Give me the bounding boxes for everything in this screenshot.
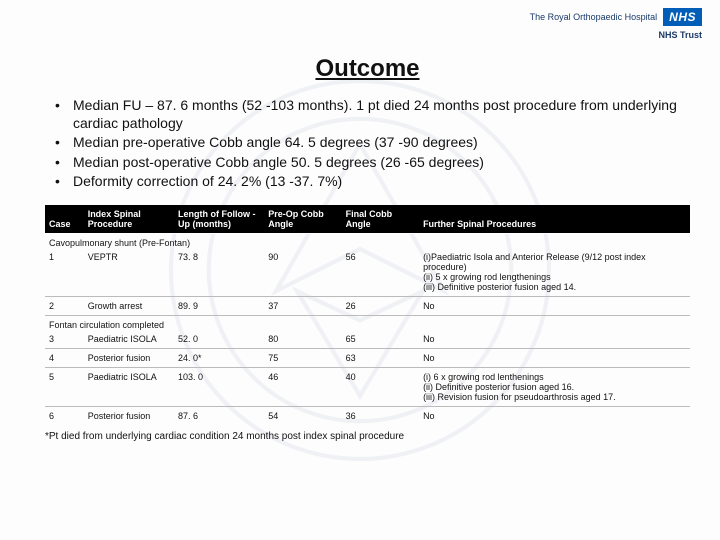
table-row: 5 Paediatric ISOLA 103. 0 46 40 (i) 6 x … <box>45 367 690 406</box>
table-row: 2 Growth arrest 89. 9 37 26 No <box>45 296 690 315</box>
cell-fu: 87. 6 <box>174 406 264 425</box>
cell-pre: 46 <box>264 367 341 406</box>
slide-content: Outcome Median FU – 87. 6 months (52 -10… <box>45 55 690 442</box>
bullet-list: Median FU – 87. 6 months (52 -103 months… <box>55 97 690 191</box>
cell-case: 2 <box>45 296 84 315</box>
cell-case: 3 <box>45 334 84 349</box>
bullet-item: Deformity correction of 24. 2% (13 -37. … <box>55 173 690 191</box>
cell-pre: 90 <box>264 252 341 297</box>
cell-fu: 73. 8 <box>174 252 264 297</box>
section-row: Cavopulmonary shunt (Pre-Fontan) <box>45 233 690 252</box>
nhs-logo: NHS <box>663 8 702 26</box>
cell-final: 56 <box>342 252 419 297</box>
col-header: Further Spinal Procedures <box>419 205 690 234</box>
cell-case: 6 <box>45 406 84 425</box>
cell-fu: 103. 0 <box>174 367 264 406</box>
col-header: Final Cobb Angle <box>342 205 419 234</box>
section-row: Fontan circulation completed <box>45 315 690 334</box>
col-header: Case <box>45 205 84 234</box>
cell-proc: Growth arrest <box>84 296 174 315</box>
cell-final: 36 <box>342 406 419 425</box>
cell-fu: 52. 0 <box>174 334 264 349</box>
cell-pre: 37 <box>264 296 341 315</box>
cell-pre: 54 <box>264 406 341 425</box>
cell-fu: 89. 9 <box>174 296 264 315</box>
cell-case: 4 <box>45 348 84 367</box>
cell-case: 1 <box>45 252 84 297</box>
cell-further: (i) 6 x growing rod lenthenings (ii) Def… <box>419 367 690 406</box>
cell-further: No <box>419 296 690 315</box>
table-row: 4 Posterior fusion 24. 0* 75 63 No <box>45 348 690 367</box>
cell-final: 63 <box>342 348 419 367</box>
table-header-row: Case Index Spinal Procedure Length of Fo… <box>45 205 690 234</box>
cell-further: No <box>419 334 690 349</box>
cell-final: 40 <box>342 367 419 406</box>
bullet-item: Median pre-operative Cobb angle 64. 5 de… <box>55 134 690 152</box>
nhs-trust-label: NHS Trust <box>658 30 702 40</box>
hospital-header: The Royal Orthopaedic Hospital NHS NHS T… <box>530 8 702 26</box>
section-label: Cavopulmonary shunt (Pre-Fontan) <box>45 233 690 252</box>
cell-proc: Posterior fusion <box>84 406 174 425</box>
col-header: Length of Follow -Up (months) <box>174 205 264 234</box>
cell-final: 26 <box>342 296 419 315</box>
cell-further: (i)Paediatric Isola and Anterior Release… <box>419 252 690 297</box>
cell-proc: Paediatric ISOLA <box>84 334 174 349</box>
table-row: 6 Posterior fusion 87. 6 54 36 No <box>45 406 690 425</box>
cell-case: 5 <box>45 367 84 406</box>
section-label: Fontan circulation completed <box>45 315 690 334</box>
slide-title: Outcome <box>45 55 690 83</box>
table-row: 3 Paediatric ISOLA 52. 0 80 65 No <box>45 334 690 349</box>
hospital-name: The Royal Orthopaedic Hospital <box>530 12 658 22</box>
cell-pre: 80 <box>264 334 341 349</box>
cell-proc: VEPTR <box>84 252 174 297</box>
bullet-item: Median FU – 87. 6 months (52 -103 months… <box>55 97 690 132</box>
footnote: *Pt died from underlying cardiac conditi… <box>45 431 690 442</box>
cell-proc: Paediatric ISOLA <box>84 367 174 406</box>
cell-pre: 75 <box>264 348 341 367</box>
cell-further: No <box>419 406 690 425</box>
table-row: 1 VEPTR 73. 8 90 56 (i)Paediatric Isola … <box>45 252 690 297</box>
bullet-item: Median post-operative Cobb angle 50. 5 d… <box>55 154 690 172</box>
cell-final: 65 <box>342 334 419 349</box>
cell-further: No <box>419 348 690 367</box>
col-header: Pre-Op Cobb Angle <box>264 205 341 234</box>
cell-proc: Posterior fusion <box>84 348 174 367</box>
cell-fu: 24. 0* <box>174 348 264 367</box>
col-header: Index Spinal Procedure <box>84 205 174 234</box>
outcome-table: Case Index Spinal Procedure Length of Fo… <box>45 205 690 425</box>
